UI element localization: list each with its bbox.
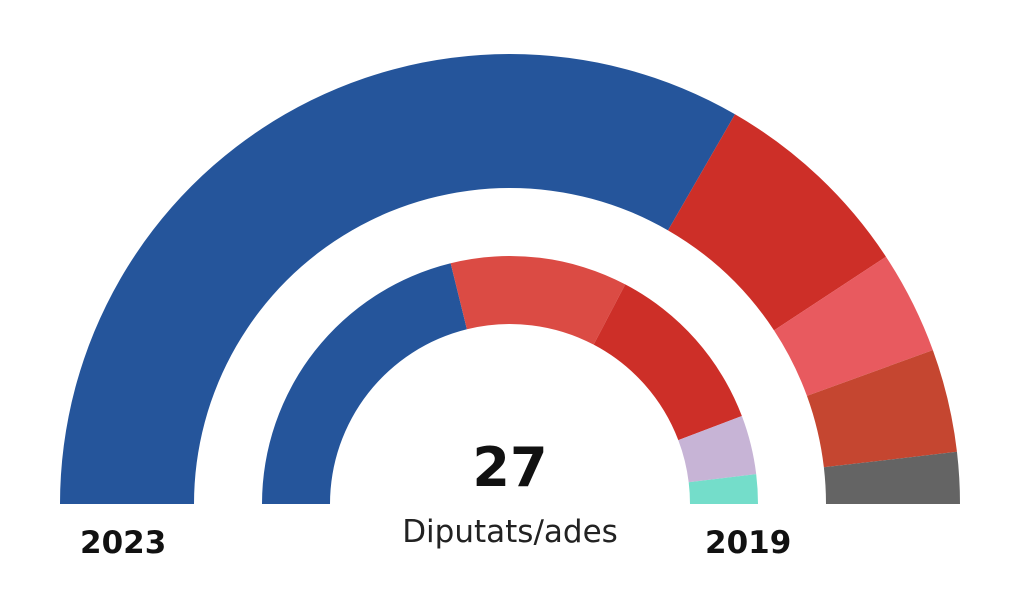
ring-2023-segment-5: [823, 451, 960, 504]
inner-ring-year-label: 2019: [705, 525, 792, 561]
ring-2019-segment-4: [678, 416, 757, 483]
ring-2023-segment-1: [60, 54, 735, 504]
total-seats-caption: Diputats/ades: [402, 514, 618, 550]
ring-2019-segment-2: [450, 256, 626, 345]
outer-ring-2023: [60, 54, 960, 504]
inner-ring-2019: [262, 256, 758, 504]
ring-2019-segment-3: [593, 284, 742, 441]
ring-2019-segment-1: [262, 263, 467, 504]
outer-ring-year-label: 2023: [80, 525, 167, 561]
ring-2023-segment-4: [806, 350, 957, 468]
ring-2023-segment-2: [668, 114, 886, 331]
ring-2023-segment-3: [774, 256, 933, 396]
total-seats-value: 27: [472, 436, 548, 499]
ring-2019-segment-5: [688, 474, 758, 504]
